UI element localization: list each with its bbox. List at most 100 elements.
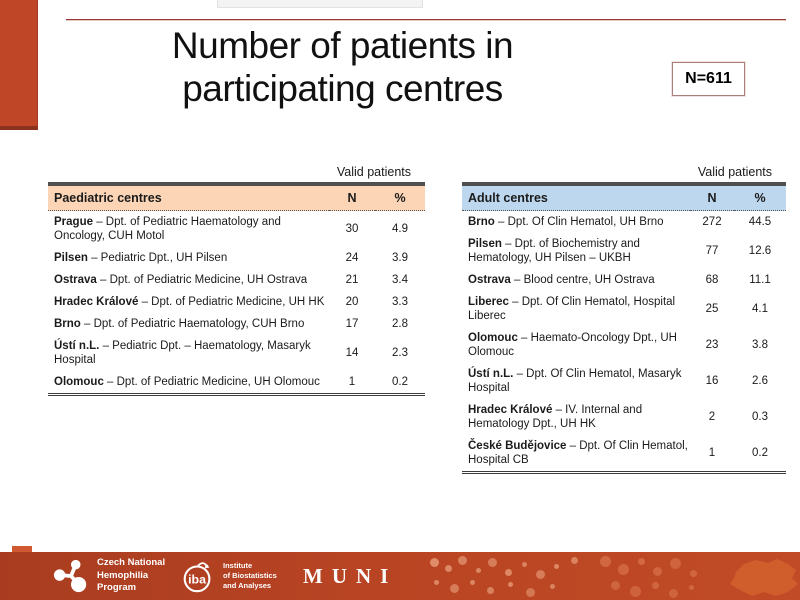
centre-city: Brno	[468, 216, 495, 228]
centre-city: Prague	[54, 216, 93, 228]
adult-table: Adult centres N % Brno – Dpt. Of Clin He…	[462, 182, 786, 475]
centre-n: 16	[705, 375, 719, 388]
title-underline	[66, 19, 786, 21]
footer-notch	[12, 546, 32, 552]
paediatric-header-pct: %	[375, 184, 425, 211]
centre-city: Ústí n.L.	[54, 340, 100, 353]
centre-desc: – Dpt. of Pediatric Medicine, UH Ostrava	[96, 274, 308, 287]
iba-label-line1: Institute	[223, 561, 253, 571]
centre-pct: 4.1	[752, 303, 768, 316]
adult-table-section: Valid patients Adult centres N % Brno – …	[462, 165, 786, 475]
centre-city: Pilsen	[54, 252, 88, 265]
paediatric-table-section: Valid patients Paediatric centres N % Pr…	[48, 165, 425, 397]
centre-n: 21	[345, 274, 359, 287]
centre-city: Hradec Králové	[54, 296, 139, 309]
centre-n: 1	[708, 447, 716, 460]
left-accent-bar	[0, 0, 38, 130]
table-row: Hradec Králové – IV. Internal and Hemato…	[462, 399, 786, 435]
cnhp-molecule-icon	[53, 559, 87, 593]
centre-n: 20	[345, 296, 359, 309]
iba-short-label: iba	[188, 573, 206, 587]
table-row: Liberec – Dpt. Of Clin Hematol, Hospital…	[462, 291, 786, 327]
centre-desc: – Pediatric Dpt., UH Pilsen	[87, 252, 228, 265]
centre-pct: 0.3	[752, 411, 768, 424]
centre-n: 23	[705, 339, 719, 352]
centre-desc: – Haemato-Oncology Dpt., UH Olomouc	[468, 332, 677, 359]
paediatric-header-name: Paediatric centres	[48, 184, 329, 211]
centre-pct: 3.4	[392, 274, 408, 287]
centre-n: 77	[705, 245, 719, 258]
paediatric-header-row: Paediatric centres N %	[48, 184, 425, 211]
cnhp-label-line3: Program	[97, 582, 137, 594]
centre-pct: 0.2	[392, 376, 408, 389]
centre-pct: 0.2	[752, 447, 768, 460]
molecule-dot-pattern	[430, 558, 439, 567]
table-row: Prague – Dpt. of Pediatric Haematology a…	[48, 211, 425, 248]
centre-n: 14	[345, 347, 359, 360]
paediatric-header-n: N	[329, 184, 375, 211]
centre-pct: 3.8	[752, 339, 768, 352]
adult-header-name: Adult centres	[462, 184, 690, 211]
slide-title: Number of patients in participating cent…	[70, 24, 615, 111]
centre-desc: – Dpt. of Biochemistry and Hematology, U…	[468, 238, 640, 265]
iba-label-line3: and Analyses	[223, 580, 272, 590]
centre-city: Liberec	[468, 296, 509, 309]
centre-n: 1	[348, 376, 356, 389]
paediatric-table: Paediatric centres N % Prague – Dpt. of …	[48, 182, 425, 397]
table-row: České Budějovice – Dpt. Of Clin Hematol,…	[462, 435, 786, 473]
centre-n: 25	[705, 303, 719, 316]
centre-desc: – Blood centre, UH Ostrava	[510, 274, 655, 287]
centre-desc: – Dpt. of Pediatric Medicine, UH HK	[138, 296, 325, 309]
centre-n: 30	[345, 223, 359, 235]
cnhp-logo: Czech National Hemophilia Program	[52, 557, 165, 595]
table-row: Pilsen – Dpt. of Biochemistry and Hemato…	[462, 233, 786, 269]
adult-header-row: Adult centres N %	[462, 184, 786, 211]
muni-logo: MUNI	[303, 564, 398, 588]
centre-city: Ostrava	[468, 274, 511, 287]
centre-pct: 3.3	[392, 296, 408, 309]
table-row: Ústí n.L. – Pediatric Dpt. – Haematology…	[48, 335, 425, 371]
iba-icon: iba	[183, 562, 211, 593]
centre-city: Olomouc	[54, 376, 104, 389]
adult-valid-patients-caption: Valid patients	[697, 165, 772, 179]
centre-n: 272	[702, 216, 722, 228]
adult-header-pct: %	[734, 184, 786, 211]
centre-desc: – Dpt. of Pediatric Medicine, UH Olomouc	[103, 376, 320, 389]
cnhp-label-line2: Hemophilia	[97, 569, 149, 581]
table-row: Brno – Dpt. of Pediatric Haematology, CU…	[48, 313, 425, 335]
table-row: Olomouc – Haemato-Oncology Dpt., UH Olom…	[462, 327, 786, 363]
table-row: Pilsen – Pediatric Dpt., UH Pilsen 24 3.…	[48, 247, 425, 269]
paediatric-valid-patients-caption: Valid patients	[336, 165, 411, 179]
centre-desc: – Dpt. Of Clin Hematol, Masaryk Hospital	[468, 368, 682, 395]
centre-desc: – Dpt. Of Clin Hematol, Hospital CB	[468, 440, 688, 467]
centre-city: Hradec Králové	[468, 404, 553, 417]
cnhp-label-line1: Czech National	[97, 557, 166, 569]
centre-pct: 2.3	[392, 347, 408, 360]
table-row: Ostrava – Dpt. of Pediatric Medicine, UH…	[48, 269, 425, 291]
centre-n: 68	[705, 274, 719, 287]
table-row: Brno – Dpt. Of Clin Hematol, UH Brno 272…	[462, 211, 786, 234]
slide-title-line1: Number of patients in	[171, 25, 514, 66]
centre-pct: 2.6	[752, 375, 768, 388]
centre-desc: – Dpt. of Pediatric Haematology, CUH Brn…	[80, 318, 305, 331]
centre-pct: 2.8	[392, 318, 408, 331]
centre-desc: – Dpt. Of Clin Hematol, Hospital Liberec	[468, 296, 676, 323]
centre-city: Ostrava	[54, 274, 97, 287]
centre-n: 17	[345, 318, 359, 331]
iba-logo: iba Institute of Biostatistics and Analy…	[178, 557, 277, 595]
slide-title-line2: participating centres	[182, 68, 503, 110]
footer-band: Czech National Hemophilia Program iba In…	[0, 546, 800, 600]
table-row: Ústí n.L. – Dpt. Of Clin Hematol, Masary…	[462, 363, 786, 399]
top-accent-bar	[217, 0, 423, 8]
centre-pct: 12.6	[748, 245, 772, 258]
centre-pct: 11.1	[749, 274, 771, 287]
centre-pct: 44.5	[748, 216, 772, 228]
centre-n: 2	[708, 411, 716, 424]
centre-desc: – Pediatric Dpt. – Haematology, Masaryk …	[54, 340, 311, 367]
iba-label-line2: of Biostatistics	[223, 571, 277, 581]
centre-desc: – Dpt. of Pediatric Haematology and Onco…	[54, 216, 281, 243]
table-row: Hradec Králové – Dpt. of Pediatric Medic…	[48, 291, 425, 313]
centre-desc: – Dpt. Of Clin Hematol, UH Brno	[494, 216, 664, 228]
centre-city: Pilsen	[468, 238, 502, 251]
centre-city: Olomouc	[468, 332, 518, 345]
